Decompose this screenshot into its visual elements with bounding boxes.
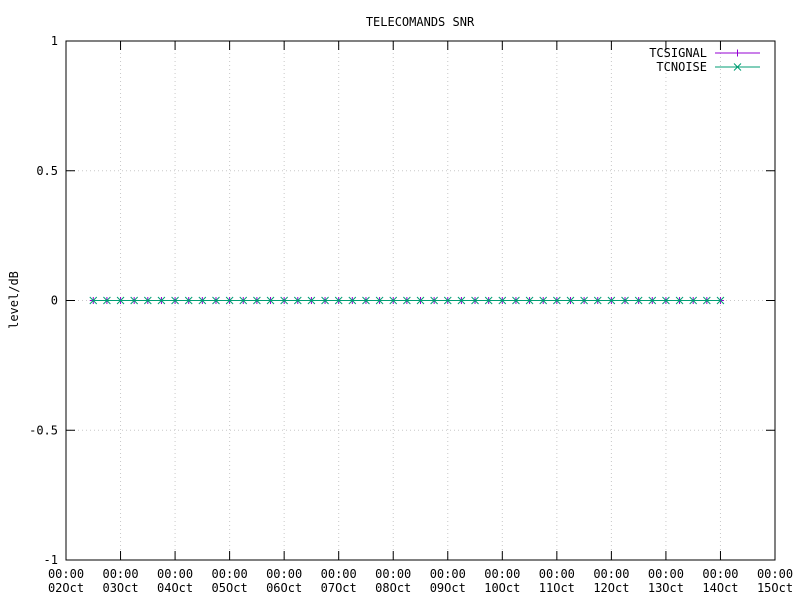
data-point [648, 296, 657, 305]
plot-frame [65, 40, 776, 561]
x-tick-label: 00:00 07Oct [321, 567, 357, 595]
data-point [334, 296, 343, 305]
x-tick-label: 00:00 14Oct [702, 567, 738, 595]
x-tick-label: 00:00 03Oct [102, 567, 138, 595]
x-tick-label: 00:00 04Oct [157, 567, 193, 595]
chart-title: TELECOMANDS SNR [366, 15, 475, 29]
data-point [471, 296, 479, 305]
data-point [430, 296, 438, 305]
data-point [348, 296, 357, 305]
data-point [580, 296, 588, 305]
data-point [143, 296, 152, 305]
x-tick-label: 00:00 13Oct [648, 567, 684, 595]
y-tick-label: 0 [51, 294, 58, 308]
y-tick-label: 0.5 [36, 164, 58, 178]
data-point [416, 296, 425, 305]
data-point [362, 296, 370, 305]
data-point [607, 296, 616, 305]
data-point [403, 296, 411, 305]
data-point [198, 296, 207, 305]
data-point [662, 296, 670, 305]
x-tick-label: 00:00 09Oct [430, 567, 466, 595]
x-tick-label: 00:00 10Oct [484, 567, 520, 595]
data-point [293, 296, 302, 305]
data-point [171, 296, 179, 305]
data-point [566, 296, 575, 305]
data-point [593, 296, 602, 305]
data-point [184, 296, 193, 305]
legend-marker [734, 49, 741, 57]
data-point [212, 296, 220, 305]
data-point [484, 296, 493, 305]
data-point [157, 296, 166, 305]
x-tick-label: 00:00 08Oct [375, 567, 411, 595]
data-point [443, 296, 452, 305]
x-tick-label: 00:00 15Oct [757, 567, 793, 595]
data-point [253, 296, 261, 305]
legend-label: TCSIGNAL [649, 46, 707, 60]
data-point [266, 296, 275, 305]
y-axis-label: level/dB [7, 271, 21, 329]
data-point [389, 296, 398, 305]
data-point [621, 296, 629, 305]
data-point [375, 296, 384, 305]
data-point [280, 296, 289, 305]
x-tick-label: 00:00 11Oct [539, 567, 575, 595]
data-point [116, 296, 125, 305]
x-tick-label: 00:00 12Oct [593, 567, 629, 595]
data-point [89, 296, 98, 305]
y-tick-label: 1 [51, 34, 58, 48]
data-point [307, 296, 316, 305]
data-point [525, 296, 534, 305]
data-point [498, 296, 507, 305]
data-point [634, 296, 643, 305]
x-tick-label: 00:00 06Oct [266, 567, 302, 595]
data-point [716, 296, 725, 305]
x-tick-label: 00:00 05Oct [212, 567, 248, 595]
y-tick-label: -1 [44, 553, 58, 567]
data-point [539, 296, 548, 305]
data-point [130, 296, 139, 305]
data-point [103, 296, 111, 305]
legend-label: TCNOISE [656, 60, 707, 74]
data-point [689, 296, 698, 305]
data-point [512, 296, 520, 305]
legend-marker [733, 63, 742, 71]
data-point [702, 296, 711, 305]
y-tick-label: -0.5 [29, 423, 58, 437]
data-point [225, 296, 234, 305]
data-point [239, 296, 248, 305]
data-point [675, 296, 684, 305]
data-point [321, 296, 329, 305]
x-tick-label: 00:00 02Oct [48, 567, 84, 595]
data-point [457, 296, 466, 305]
data-point [552, 296, 561, 305]
